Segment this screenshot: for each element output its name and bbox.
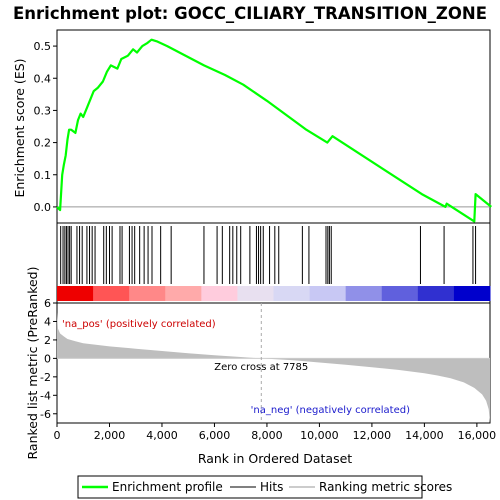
rank-bar-segment: [237, 286, 274, 301]
metric-y-tick-label: 2: [44, 334, 51, 347]
rank-bar-segment: [345, 286, 383, 301]
x-tick-label: 10,000: [300, 429, 339, 442]
metric-y-tick-label: 0: [44, 352, 51, 365]
es-y-tick-label: 0.5: [34, 40, 52, 53]
metric-y-tick-label: -2: [40, 371, 51, 384]
rank-bar-segment: [93, 286, 130, 301]
metric-y-ticks: -6 -4 -2 0 2 4 6: [40, 297, 57, 421]
legend-label-ranking-metric-scores: Ranking metric scores: [319, 480, 452, 494]
x-tick-label: 14,000: [405, 429, 444, 442]
es-y-tick-label: 0.1: [34, 169, 52, 182]
rank-color-bar: [57, 286, 491, 301]
chart-title: Enrichment plot: GOCC_CILIARY_TRANSITION…: [13, 4, 487, 23]
x-tick-label: 16,000: [458, 429, 497, 442]
enrichment-profile-line: [56, 38, 492, 223]
rank-bar-segment: [417, 286, 455, 301]
es-y-tick-label: 0.3: [34, 104, 52, 117]
rank-bar-segment: [129, 286, 166, 301]
rank-bar-segment: [453, 286, 491, 301]
rank-bar-segment: [309, 286, 347, 301]
es-y-ticks: 0.0 0.1 0.2 0.3 0.4 0.5: [34, 40, 57, 214]
legend-label-hits: Hits: [260, 480, 283, 494]
x-tick-label: 4,000: [146, 429, 178, 442]
x-ticks: 0 2,000 4,000 6,000 8,000 10,000 12,000 14,000 1…: [54, 423, 497, 442]
es-y-tick-label: 0.4: [34, 72, 52, 85]
x-tick-label: 8,000: [251, 429, 283, 442]
rank-bar-segment: [165, 286, 202, 301]
metric-y-tick-label: -6: [40, 408, 51, 421]
es-y-tick-label: 0.0: [34, 201, 52, 214]
metric-y-tick-label: 4: [44, 315, 51, 328]
x-tick-label: 2,000: [94, 429, 126, 442]
ranking-metric-area: [57, 312, 490, 423]
x-tick-label: 12,000: [353, 429, 392, 442]
rank-bar-segment: [381, 286, 419, 301]
hit-marks: [60, 226, 477, 284]
es-y-axis-label: Enrichment score (ES): [12, 58, 27, 197]
negative-correlation-label: 'na_neg' (negatively correlated): [251, 405, 410, 416]
x-tick-label: 6,000: [199, 429, 231, 442]
metric-y-tick-label: -4: [40, 389, 51, 402]
es-y-tick-label: 0.2: [34, 137, 52, 150]
rank-bar-segment: [57, 286, 94, 301]
rank-bar-segment: [201, 286, 238, 301]
x-tick-label: 0: [54, 429, 61, 442]
positive-correlation-label: 'na_pos' (positively correlated): [62, 319, 216, 330]
rank-bar-segment: [273, 286, 311, 301]
x-axis-label: Rank in Ordered Dataset: [198, 451, 352, 466]
legend-label-enrichment-profile: Enrichment profile: [112, 480, 223, 494]
metric-y-axis-label: Ranked list metric (PreRanked): [25, 267, 40, 460]
zero-cross-label: Zero cross at 7785: [214, 362, 308, 373]
metric-y-tick-label: 6: [44, 297, 51, 310]
